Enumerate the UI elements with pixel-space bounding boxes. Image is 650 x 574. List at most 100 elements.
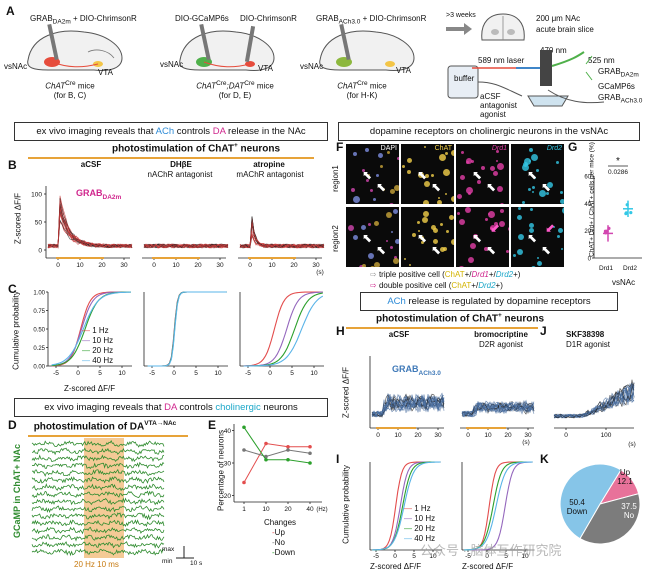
c-y-tick-label: 0.00 [33, 365, 45, 371]
e-legend-up: -Up [272, 528, 285, 537]
f-legend-double: ⇨ double positive cell (ChAT+/Drd2+) [370, 281, 503, 290]
d-scale-max: max [162, 546, 175, 553]
k-pie-slice-no [579, 493, 641, 545]
e-legend-down: -Down [272, 548, 296, 557]
i-xlabel-1: Z-scored ΔF/F [370, 562, 422, 571]
h-x-tick-label: 10 [484, 432, 492, 439]
i-legend-item-4: — 40 Hz [404, 534, 436, 543]
c-legend-item-4: — 40 Hz [82, 356, 114, 365]
g-pvalue: 0.0286 [608, 169, 628, 176]
schematic-1-title: GRABDA2m + DIO-ChrimsonR [30, 14, 137, 26]
panel-label-g: G [568, 140, 578, 154]
c-x-tick-label: -5 [245, 370, 251, 377]
j-trace-plot: 0 100 (s) [553, 379, 636, 448]
f-row2-label: region2 [330, 225, 340, 252]
panel-label-i: I [336, 452, 340, 466]
i-x-tick-label: 5 [412, 553, 416, 560]
banner-ach-regulated: ACh release is regulated by dopamine rec… [360, 292, 618, 311]
c-x-tick-label: -5 [53, 370, 59, 377]
g-y-tick-label: 20 [584, 229, 591, 235]
c-cdf-line [243, 292, 323, 367]
g-sig-star: * [616, 156, 620, 167]
slice-label-2: acute brain slice [536, 25, 594, 34]
b-col2-sub: nAChR antagonist [147, 170, 213, 179]
h-trace-plots: 0 10 20 30 0 10 20 30(s) [369, 356, 535, 446]
k-label-up: Up 12.1 [617, 468, 633, 486]
g-xlabel: vsNAc [612, 278, 636, 287]
setup-schematic [447, 50, 605, 107]
d-trace [31, 512, 165, 521]
b-x-tick-label: 10 [76, 262, 84, 269]
panel-label-a: A [6, 4, 15, 18]
i-x-tick-label: 0 [393, 553, 397, 560]
c-y-tick-label: 0.75 [33, 309, 45, 315]
c-x-tick-label: 0 [268, 370, 272, 377]
i-xlabel-2: Z-scored ΔF/F [462, 562, 514, 571]
i-x-tick-label: -5 [373, 553, 379, 560]
i-cdf-plots: -5 0 5 10 -5 0 5 10 [369, 461, 534, 560]
h-stim-bar [376, 427, 416, 429]
b-col3-sub: mAChR antagonist [236, 170, 304, 179]
f-image-r2-c4: ⬉ ⬉ ⬋ [511, 207, 564, 267]
banner-ach-controls-da: ex vivo imaging reveals that ACh control… [14, 122, 328, 141]
schematic-2-title-a: DIO-GCaMP6s [175, 14, 229, 23]
h-trace [461, 401, 535, 417]
d-gcamp-traces [31, 438, 194, 559]
d-trace [31, 541, 165, 549]
h-col2-sub: D2R agonist [478, 340, 524, 349]
h-trace [461, 400, 535, 418]
b-x-tick-label: 30 [216, 262, 224, 269]
c-legend-item-3: — 20 Hz [82, 346, 114, 355]
b-trace [47, 213, 133, 249]
h-trace [461, 402, 535, 418]
g-y-tick-label: 40 [584, 202, 591, 208]
c-legend-item-1: — 1 Hz [82, 326, 109, 335]
e-point [286, 457, 290, 462]
e-point [242, 425, 246, 430]
d-trace [31, 454, 165, 463]
e-legend: Changes -Up -No -Down [264, 518, 296, 558]
e-series-line [243, 442, 310, 483]
d-trace [31, 519, 165, 528]
e-point [308, 451, 312, 456]
panel-label-d: D [8, 418, 17, 432]
e-y-tick-label: 40 [224, 428, 232, 435]
brain-schematic-2 [179, 24, 275, 71]
i-x-tick-label: 10 [429, 553, 437, 560]
c-cdf-line [243, 291, 323, 367]
i-cdf-line [372, 461, 441, 551]
b-y-tick-label: 0 [38, 248, 42, 255]
b-stim-bar [248, 257, 296, 259]
c-legend: — 1 Hz — 10 Hz — 20 Hz — 40 Hz [82, 326, 113, 366]
b-x-tick-label: 10 [172, 262, 180, 269]
weeks-label: >3 weeks [446, 12, 476, 19]
d-trace [31, 440, 165, 448]
c-x-tick-label: 10 [118, 370, 126, 377]
d-stim-label: 20 Hz 10 ms [74, 560, 119, 569]
k-label-no: 37.5 No [621, 502, 637, 520]
c-y-tick-label: 0.50 [33, 328, 45, 334]
c-x-tick-label: 0 [172, 370, 176, 377]
h-sensor-label: GRABACh3.0 [392, 364, 441, 377]
f-image-grid: ⬉ ⬉ DAPI ⬉ ⬉ ChAT ⬉ ⬉ Drd1 ⬉ ⬉ Drd2 ⬉ ⬉ ⬉ ⬉ ⬉ ⬉ ⬋ ⬉ ⬉ ⬋ [346, 144, 564, 268]
b-y-tick-label: 50 [35, 220, 43, 227]
laser-label: 589 nm laser [478, 56, 525, 65]
e-point [286, 448, 290, 452]
e-x-tick-label: 1 [242, 506, 246, 513]
f-image-r1-c2: ⬉ ⬉ ChAT [401, 144, 454, 204]
b-x-tick-label: 20 [290, 262, 298, 269]
j-title: SKF38398 [566, 330, 605, 339]
d-trace [31, 461, 165, 470]
b-col2-title: DHβE [170, 160, 192, 169]
e-point [242, 480, 246, 485]
schematic-3-mice: ChATCre mice (for H-K) [337, 80, 387, 100]
panel-label-f: F [336, 140, 344, 154]
photostim-underline-b [28, 157, 314, 159]
f-image-r1-c3: ⬉ ⬉ Drd1 [456, 144, 509, 204]
c-cdf-line [147, 291, 227, 367]
c-cdf-line [147, 291, 227, 367]
h-x-tick-label: 30 [434, 432, 442, 439]
c-cdf-line [147, 291, 227, 367]
